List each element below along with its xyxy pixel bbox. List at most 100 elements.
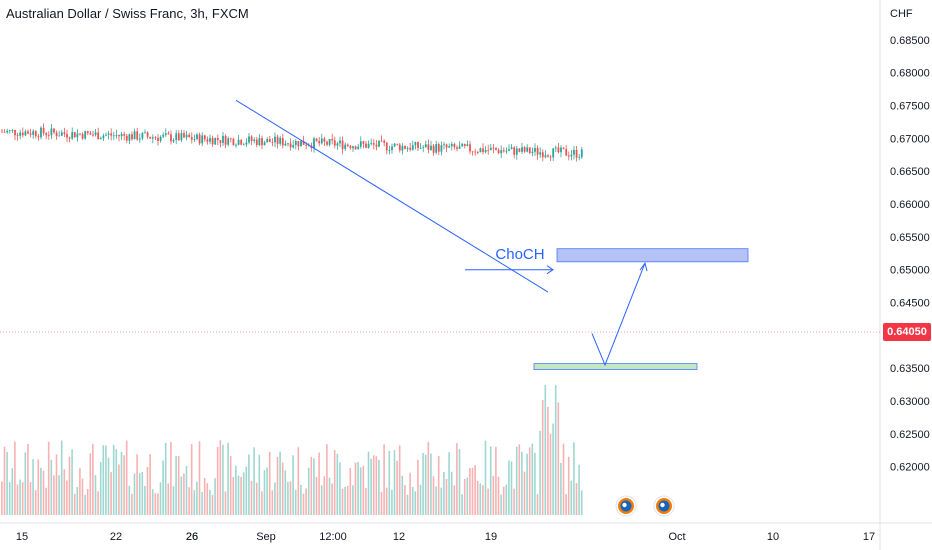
volume-bar (362, 465, 365, 515)
trendline (235, 99, 549, 293)
candle-body (185, 134, 188, 138)
candle-body (71, 132, 74, 139)
volume-bar (268, 451, 271, 515)
volume-bar (27, 444, 29, 515)
y-tick-label: 0.66000 (890, 199, 930, 211)
y-tick-label: 0.67500 (890, 101, 930, 113)
candle-body (435, 144, 438, 153)
volume-bar (484, 440, 487, 515)
volume-bar (310, 456, 313, 515)
volume-bar (344, 486, 346, 515)
volume-bar (110, 472, 112, 515)
volume-bar (216, 446, 219, 515)
volume-bar (294, 489, 297, 515)
candle-body (406, 147, 409, 149)
candle-body (11, 129, 14, 131)
candle-body (289, 143, 292, 148)
volume-bar (170, 441, 172, 515)
candle-body (508, 149, 510, 151)
volume-bar (313, 458, 315, 515)
volume-bar (292, 455, 294, 515)
volume-bar (102, 445, 105, 515)
candle-body (42, 127, 45, 134)
candle-body (19, 132, 22, 136)
volume-bar (378, 459, 380, 515)
volume-bar (105, 445, 107, 515)
volume-layer (1, 385, 583, 515)
volume-bar (539, 430, 541, 515)
volume-bar (414, 491, 417, 515)
candle-body (383, 140, 386, 143)
volume-bar (185, 466, 188, 515)
volume-bar (261, 491, 263, 515)
candle-body (84, 131, 87, 139)
candle-body (167, 133, 170, 135)
candle-body (385, 142, 388, 151)
volume-bar (352, 485, 354, 515)
volume-bar (190, 444, 193, 515)
volume-bar (271, 490, 274, 515)
annotation-layer: ChoCH (235, 99, 749, 517)
candle-body (45, 133, 48, 136)
volume-bar (401, 475, 404, 515)
volume-bar (183, 473, 185, 515)
candle-body (144, 132, 146, 134)
candle-body (232, 138, 235, 146)
volume-bar (214, 478, 216, 515)
candle-body (32, 131, 35, 135)
candle-body (276, 136, 279, 144)
volume-bar (123, 455, 125, 515)
candle-body (29, 133, 32, 135)
volume-bar (50, 459, 53, 515)
volume-bar (34, 490, 37, 515)
volume-bar (144, 486, 146, 515)
volume-bar (406, 494, 409, 515)
demand-zone (533, 363, 698, 370)
volume-bar (513, 488, 515, 515)
candle-body (206, 139, 209, 142)
y-tick-label: 0.65500 (890, 232, 930, 244)
candle-body (487, 150, 490, 151)
volume-bar (287, 481, 289, 515)
candle-body (505, 150, 508, 152)
volume-bar (58, 475, 60, 515)
candle-body (411, 145, 414, 150)
volume-bar (276, 457, 279, 515)
volume-bar (133, 473, 136, 515)
candle-body (154, 137, 157, 139)
candle-body (432, 145, 435, 153)
candle-body (307, 145, 310, 147)
volume-bar (320, 485, 323, 515)
volume-bar (203, 478, 206, 515)
candle-body (528, 147, 531, 154)
volume-bar (445, 478, 448, 515)
candle-body (125, 135, 128, 141)
candle-body (396, 143, 399, 145)
y-tick-label: 0.62000 (890, 462, 930, 474)
volume-bar (531, 443, 534, 515)
candle-body (484, 150, 487, 153)
candle-body (50, 128, 53, 136)
choch-label: ChoCH (495, 246, 544, 263)
y-tick-label: 0.63500 (890, 363, 930, 375)
volume-bar (196, 481, 198, 515)
volume-bar (437, 456, 440, 515)
candle-body (138, 138, 141, 140)
volume-bar (466, 477, 469, 515)
volume-bar (237, 475, 240, 515)
candle-body (549, 156, 552, 158)
candle-body (27, 131, 29, 134)
volume-bar (115, 449, 118, 515)
volume-bar (357, 461, 359, 515)
volume-bar (81, 478, 84, 515)
volume-bar (279, 451, 281, 515)
volume-bar (323, 476, 326, 515)
candle-body (40, 127, 42, 138)
volume-bar (476, 480, 479, 515)
candle-body (513, 147, 516, 155)
volume-bar (427, 441, 430, 515)
candle-body (414, 142, 417, 146)
volume-bar (266, 467, 268, 515)
volume-bar (554, 385, 557, 515)
